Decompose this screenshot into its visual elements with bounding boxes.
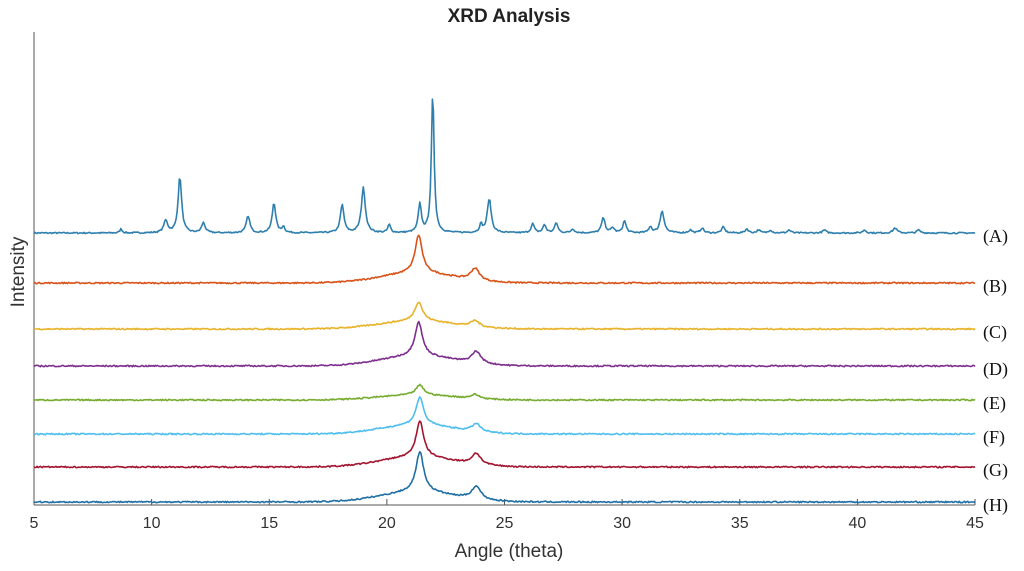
series-label-a: (A) [983,226,1008,247]
x-tick-label: 10 [143,515,161,532]
series-label-g: (G) [983,460,1008,481]
series-label-c: (C) [983,322,1007,343]
x-tick-label: 5 [30,515,39,532]
x-tick-label: 15 [260,515,278,532]
x-axis-label: Angle (theta) [455,541,564,562]
series-label-d: (D) [983,359,1008,380]
chart-title: XRD Analysis [448,6,571,27]
trace-d [33,320,976,368]
series-label-e: (E) [983,393,1006,414]
trace-h [33,450,976,504]
series-labels: (A) (B) (C) (D) (E) (F) (G) (H) [983,226,1008,516]
series-label-f: (F) [983,427,1005,448]
x-tick-label: 35 [731,515,749,532]
trace-e [33,383,976,402]
series-label-b: (B) [983,276,1007,297]
traces [33,98,976,504]
series-label-h: (H) [983,495,1008,516]
x-tick-label: 45 [966,515,984,532]
trace-a [33,98,976,235]
x-tick-label: 20 [378,515,396,532]
y-axis-label: Intensity [8,236,29,307]
x-tick-label: 25 [496,515,514,532]
trace-c [33,301,976,331]
x-tick-label: 40 [848,515,866,532]
trace-g [33,420,976,469]
trace-b [33,234,976,285]
axes: 5 10 15 20 25 30 35 40 45 [30,32,984,532]
trace-f [34,396,976,436]
x-tick-label: 30 [613,515,631,532]
